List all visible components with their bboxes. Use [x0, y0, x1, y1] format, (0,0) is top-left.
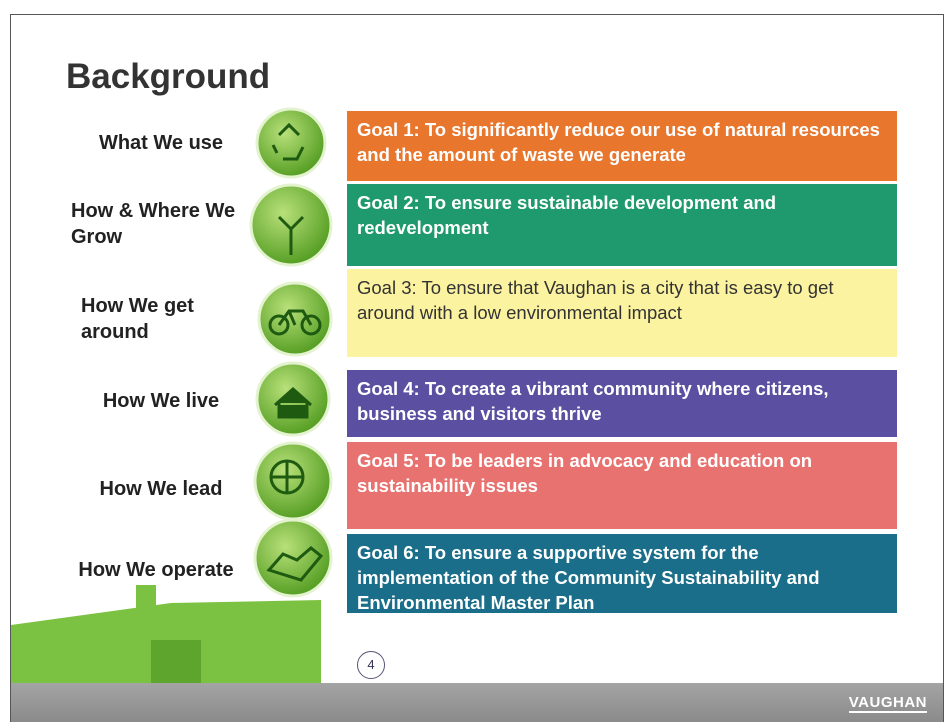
bicycle-icon [257, 281, 333, 357]
tree-icon [249, 183, 333, 267]
globe-icon [253, 441, 333, 521]
goal-box: Goal 1: To significantly reduce our use … [347, 111, 897, 181]
recycle-icon [255, 107, 327, 179]
row-label: How We lead [99, 478, 223, 500]
page-number: 4 [357, 651, 385, 679]
building-silhouette [11, 585, 321, 683]
row-label: How & Where We Grow [71, 200, 236, 248]
goal-box: Goal 6: To ensure a supportive system fo… [347, 534, 897, 613]
slide: Background What We use How & Where We Gr… [10, 14, 944, 722]
row-label: How We live [102, 390, 220, 412]
logo: VAUGHAN [848, 694, 927, 713]
goal-box: Goal 5: To be leaders in advocacy and ed… [347, 442, 897, 529]
row-label: How We operate [78, 559, 234, 581]
goal-box: Goal 2: To ensure sustainable developmen… [347, 184, 897, 266]
goal-box: Goal 3: To ensure that Vaughan is a city… [347, 269, 897, 357]
footer: VAUGHAN [11, 683, 943, 722]
goal-box: Goal 4: To create a vibrant community wh… [347, 370, 897, 437]
decoration [11, 107, 333, 683]
slide-title: Background [66, 57, 271, 96]
row-label: What We use [98, 132, 224, 154]
row-label: How We get around [81, 295, 194, 343]
